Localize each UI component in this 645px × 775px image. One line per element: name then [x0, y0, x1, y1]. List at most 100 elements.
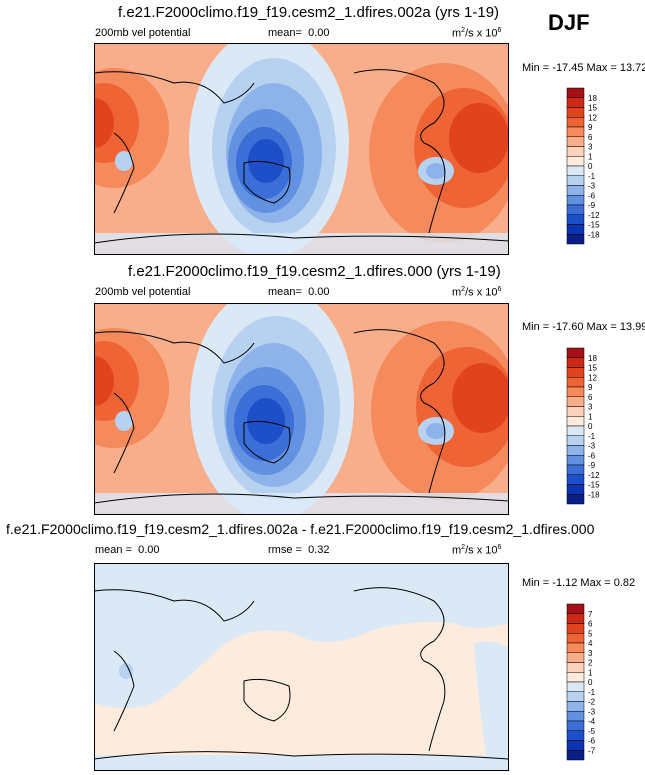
panel-1-variable-label: 200mb vel potential — [95, 27, 191, 39]
max-label: Max = — [586, 62, 617, 74]
panel-3-title: f.e21.F2000climo.f19_f19.cesm2_1.dfires.… — [6, 521, 595, 537]
colorbar-box — [566, 386, 585, 397]
coastline-antarctica — [94, 493, 509, 504]
colorbar-box — [566, 623, 585, 634]
colorbar-tick-label: 5 — [588, 629, 593, 638]
max-label: Max = — [586, 321, 617, 333]
colorbar-box — [566, 672, 585, 683]
colorbar-tick-label: 1 — [588, 668, 593, 677]
colorbar-box — [566, 136, 585, 147]
panel-1-mean-value: 0.00 — [308, 27, 330, 39]
coastline-antarctica — [94, 233, 509, 244]
coastline-south-america — [423, 142, 446, 234]
colorbar-box — [566, 711, 585, 722]
panel-3-rmse: rmse = 0.32 — [268, 544, 329, 556]
min-value: -17.60 — [552, 321, 584, 333]
colorbar-box — [566, 175, 585, 186]
colorbar-tick-label: -2 — [588, 698, 596, 707]
colorbar-tick-label: 0 — [588, 678, 593, 687]
colorbar-box — [566, 494, 585, 505]
coastline-australia — [243, 678, 291, 722]
colorbar-tick-label: 6 — [588, 133, 593, 142]
panel-3-mean-value: 0.00 — [138, 544, 160, 556]
field-contour — [474, 641, 509, 771]
colorbar-tick-label: -15 — [588, 221, 600, 230]
colorbar-box — [566, 633, 585, 644]
coastline-north-america — [353, 587, 445, 662]
min-value: -1.12 — [552, 577, 578, 589]
coastline-australia — [243, 420, 291, 464]
colorbar-tick-label: 1 — [588, 152, 593, 161]
colorbar-box — [566, 87, 585, 98]
colorbar-box — [566, 406, 585, 417]
colorbar-tick-label: -1 — [588, 432, 596, 441]
coastline-africa — [113, 392, 135, 474]
panel-3-mean-label: mean = — [95, 544, 132, 556]
field-contour — [94, 356, 114, 406]
panel-1-minmax: Min = -17.45 Max = 13.72 — [522, 62, 645, 74]
colorbar-box — [566, 435, 585, 446]
colorbar-tick-label: 7 — [588, 610, 593, 619]
colorbar-box — [566, 720, 585, 731]
units-rest: /s x 10 — [465, 286, 498, 299]
field-contour — [119, 663, 133, 679]
colorbar-tick-label: -7 — [588, 746, 596, 755]
colorbar-box — [566, 730, 585, 741]
units-base: m — [452, 27, 462, 40]
panel-2-mean: mean= 0.00 — [268, 286, 330, 298]
coastline-australia — [243, 160, 291, 204]
colorbar-tick-label: 3 — [588, 143, 593, 152]
colorbar-box — [566, 642, 585, 653]
units-exp: 6 — [497, 27, 502, 34]
units-exp: 6 — [497, 286, 502, 293]
colorbar-tick-label: 12 — [588, 113, 597, 122]
field-contour — [115, 411, 133, 431]
colorbar-box — [566, 204, 585, 215]
colorbar-tick-label: 9 — [588, 123, 593, 132]
colorbar-box — [566, 701, 585, 712]
field-contour — [115, 151, 133, 171]
coastline-eurasia — [94, 589, 255, 622]
season-label: DJF — [548, 10, 590, 35]
units-base: m — [452, 286, 462, 299]
field-contour — [247, 398, 285, 444]
max-value: 0.82 — [613, 577, 636, 589]
field-contour — [94, 493, 509, 515]
panel-2-mean-label: mean= — [268, 286, 302, 298]
panel-1-mean-label: mean= — [268, 27, 302, 39]
colorbar-box — [566, 681, 585, 692]
coastline-north-america — [353, 329, 445, 404]
colorbar-tick-label: 18 — [588, 354, 597, 363]
coastlines — [94, 329, 509, 504]
colorbar-tick-label: -6 — [588, 737, 596, 746]
field-contour — [426, 163, 446, 179]
colorbar-tick-label: -6 — [588, 451, 596, 460]
units-base: m — [452, 544, 462, 557]
panel-3-mean: mean = 0.00 — [95, 544, 160, 556]
max-label: Max = — [580, 577, 611, 589]
min-label: Min = — [522, 62, 550, 74]
colorbar-tick-label: 12 — [588, 373, 597, 382]
colorbar-tick-label: -9 — [588, 201, 596, 210]
colorbar-tick-label: 0 — [588, 162, 593, 171]
colorbar-tick-label: -18 — [588, 230, 600, 239]
field-contour — [426, 423, 446, 439]
map-frame — [94, 563, 509, 771]
colorbar-box — [566, 126, 585, 137]
panel-2-title: f.e21.F2000climo.f19_f19.cesm2_1.dfires.… — [128, 263, 501, 280]
colorbar-box — [566, 662, 585, 673]
colorbar-tick-label: -5 — [588, 727, 596, 736]
colorbar-box — [566, 214, 585, 225]
coastline-eurasia — [94, 331, 255, 364]
colorbar-tick-label: 1 — [588, 412, 593, 421]
colorbar-box — [566, 117, 585, 128]
colorbar-tick-label: 18 — [588, 94, 597, 103]
panel-2-minmax: Min = -17.60 Max = 13.99 — [522, 321, 645, 333]
colorbar-tick-label: -12 — [588, 471, 600, 480]
colorbar-box — [566, 750, 585, 761]
coastline-south-america — [423, 402, 446, 494]
min-label: Min = — [522, 577, 550, 589]
